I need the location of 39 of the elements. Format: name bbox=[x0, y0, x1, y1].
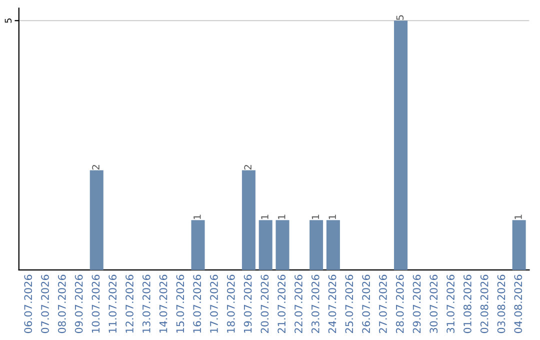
x-tick-label: 24.07.2026 bbox=[328, 274, 336, 334]
x-tick-label: 04.08.2026 bbox=[514, 274, 522, 334]
x-tick-label: 03.08.2026 bbox=[497, 274, 506, 334]
data-label: 1 bbox=[514, 214, 522, 220]
x-tick-label: 08.07.2026 bbox=[58, 274, 66, 334]
x-tick-label: 01.08.2026 bbox=[464, 274, 472, 334]
data-label: 1 bbox=[194, 214, 201, 220]
x-tick-label: 26.07.2026 bbox=[362, 274, 370, 334]
x-tick-label: 11.07.2026 bbox=[108, 274, 117, 333]
x-tick-label: 28.07.2026 bbox=[396, 274, 404, 334]
data-label: 1 bbox=[328, 214, 336, 220]
x-tick-label: 27.07.2026 bbox=[379, 274, 387, 334]
x-tick-label: 16.07.2026 bbox=[193, 274, 202, 333]
data-label: 1 bbox=[278, 214, 286, 220]
x-tick-label: 17.07.2026 bbox=[210, 274, 218, 333]
data-label: 5 bbox=[396, 15, 404, 20]
x-tick-label: 14.07.2026 bbox=[159, 274, 168, 333]
data-label: 1 bbox=[261, 214, 268, 220]
x-tick-label: 23.07.2026 bbox=[311, 274, 320, 334]
x-tick-label: 02.08.2026 bbox=[480, 274, 488, 334]
x-tick-label: 12.07.2026 bbox=[126, 274, 134, 333]
x-tick-label: 15.07.2026 bbox=[176, 274, 184, 333]
x-tick-label: 18.07.2026 bbox=[226, 274, 235, 333]
x-tick-label: 30.07.2026 bbox=[430, 274, 438, 333]
x-tick-label: 25.07.2026 bbox=[345, 274, 354, 334]
x-tick-label: 19.07.2026 bbox=[244, 274, 252, 333]
x-tick-label: 29.07.2026 bbox=[412, 274, 421, 334]
x-tick-label: 13.07.2026 bbox=[142, 274, 150, 333]
x-tick-label: 21.07.2026 bbox=[278, 274, 286, 334]
x-tick-label: 22.07.2026 bbox=[294, 274, 302, 334]
x-tick-label: 06.07.2026 bbox=[24, 274, 32, 334]
data-label: 2 bbox=[92, 165, 100, 170]
x-tick-label: 10.07.2026 bbox=[92, 274, 100, 333]
data-label: 2 bbox=[244, 165, 252, 170]
x-tick-label: 20.07.2026 bbox=[260, 274, 269, 334]
x-tick-label: 31.07.2026 bbox=[446, 274, 454, 333]
x-tick-label: 07.07.2026 bbox=[41, 274, 49, 334]
x-tick-label: 09.07.2026 bbox=[74, 274, 83, 334]
data-label: 1 bbox=[312, 214, 319, 220]
